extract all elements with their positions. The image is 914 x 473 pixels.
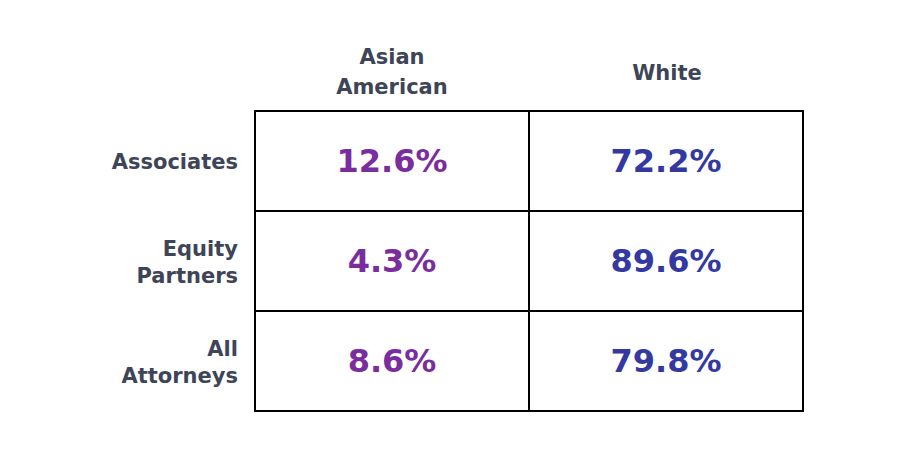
column-header-white: White [529,58,805,88]
data-grid: 12.6% 72.2% 4.3% 89.6% 8.6% 79.8% [254,110,804,412]
cell-all-attorneys-asian-american: 8.6% [255,311,529,411]
table-row: 8.6% 79.8% [255,311,803,411]
cell-equity-partners-asian-american: 4.3% [255,211,529,311]
row-label-equity-partners: Equity Partners [88,236,238,290]
cell-associates-asian-american: 12.6% [255,111,529,211]
table-row: 4.3% 89.6% [255,211,803,311]
column-header-asian-american-label: Asian American [317,42,467,102]
row-label-all-attorneys: All Attorneys [88,336,238,390]
cell-equity-partners-white: 89.6% [529,211,803,311]
cell-associates-white: 72.2% [529,111,803,211]
row-label-associates: Associates [88,149,238,176]
table-row: 12.6% 72.2% [255,111,803,211]
demographics-table: Asian American White Associates Equity P… [0,0,914,473]
column-header-asian-american: Asian American [255,42,529,102]
cell-all-attorneys-white: 79.8% [529,311,803,411]
